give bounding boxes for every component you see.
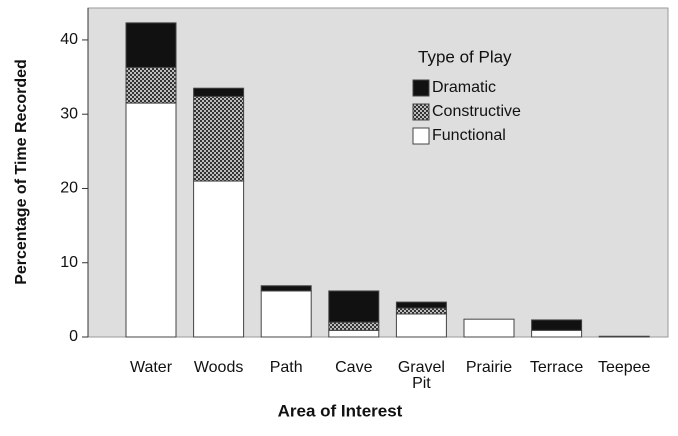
- bar-segment: [598, 335, 650, 338]
- bar-segment: [125, 66, 177, 104]
- bar-segment: [531, 319, 583, 331]
- bar-segment: [328, 329, 380, 338]
- bar-segment: [193, 87, 245, 97]
- x-tick-label: Gravel Pit: [398, 359, 445, 392]
- bar-segment: [260, 290, 312, 338]
- x-tick-label: Prairie: [466, 359, 512, 376]
- bar-segment: [395, 313, 447, 338]
- legend-swatch: [412, 79, 430, 97]
- x-tick-label: Path: [270, 359, 303, 376]
- legend-swatch: [412, 127, 430, 145]
- legend-title: Type of Play: [418, 47, 512, 66]
- bar-segment: [328, 321, 380, 331]
- bar-segment: [125, 102, 177, 338]
- bar-segment: [395, 301, 447, 309]
- y-axis-title: Percentage of Time Recorded: [13, 59, 30, 285]
- y-tick-label: 40: [60, 31, 78, 48]
- y-tick-label: 0: [69, 328, 78, 345]
- bar-segment: [193, 180, 245, 338]
- bar-segment: [328, 290, 380, 323]
- bar-segment: [193, 95, 245, 182]
- bar-segment: [531, 329, 583, 338]
- bar-segment: [463, 318, 515, 338]
- legend-label: Constructive: [432, 103, 521, 120]
- legend-swatch: [412, 103, 430, 121]
- x-tick-label: Woods: [194, 359, 244, 376]
- plot-area: [87, 7, 669, 338]
- y-tick-label: 30: [60, 105, 78, 122]
- legend-label: Functional: [432, 127, 506, 144]
- y-tick-label: 20: [60, 180, 78, 197]
- x-axis-title: Area of Interest: [278, 401, 403, 420]
- y-tick-label: 10: [60, 254, 78, 271]
- bar-segment: [395, 307, 447, 315]
- bar-segment: [260, 285, 312, 292]
- x-tick-label: Terrace: [530, 359, 583, 376]
- x-tick-label: Cave: [335, 359, 372, 376]
- legend-label: Dramatic: [432, 79, 496, 96]
- x-tick-label: Teepee: [598, 359, 651, 376]
- x-tick-label: Water: [130, 359, 173, 376]
- bar-segment: [125, 22, 177, 68]
